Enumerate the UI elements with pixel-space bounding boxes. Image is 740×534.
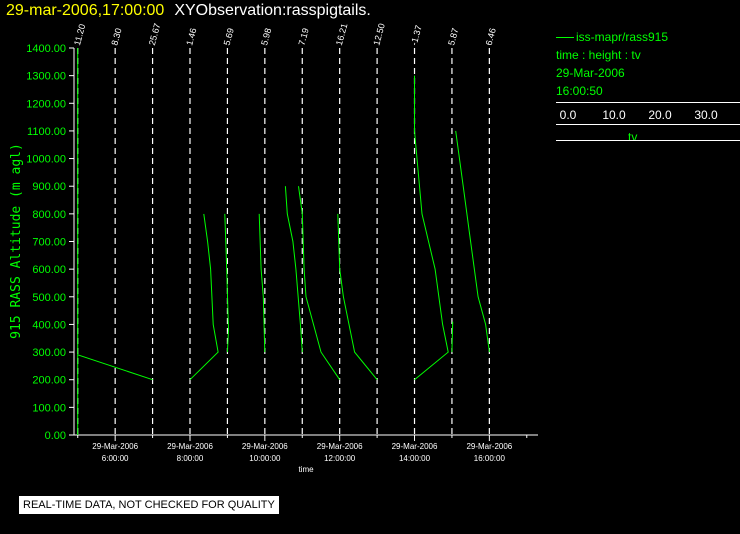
title-app: XYObservation:rasspigtails. (174, 2, 371, 19)
title-datetime: 29-mar-2006,17:00:00 (6, 2, 165, 19)
legend-divider-bottom (556, 140, 740, 141)
y-tick-label: 100.00 (32, 402, 66, 414)
x-tick-time: 14:00:00 (399, 454, 431, 463)
x-tick-time: 12:00:00 (324, 454, 356, 463)
legend-divider-top (556, 102, 740, 103)
data-trace (414, 75, 449, 381)
x-tick-time: 16:00:00 (474, 454, 506, 463)
quality-notice: REAL-TIME DATA, NOT CHECKED FOR QUALITY (19, 496, 279, 514)
y-tick-label: 700.00 (32, 237, 66, 249)
legend-series-label: iss-mapr/rass915 (576, 30, 669, 44)
profile-label: -1.37 (409, 24, 424, 46)
legend-time: 16:00:50 (556, 84, 603, 98)
y-tick-label: 300.00 (32, 347, 66, 359)
axis-labels: 11.20 8.30 25.67 1.46 5.69 5.98 7.19 16.21 12.50… (9, 22, 513, 474)
profile-lines (77, 48, 490, 435)
x-tick-time: 10:00:00 (249, 454, 281, 463)
x-axis-title: time (298, 465, 314, 474)
x-tick-time: 8:00:00 (177, 454, 204, 463)
legend-scale-tick: 0.0 (559, 108, 577, 122)
legend-line-icon (556, 37, 574, 39)
data-trace (77, 48, 153, 435)
y-tick-label: 1000.00 (26, 154, 66, 166)
profile-label: 6.46 (484, 27, 498, 47)
y-tick-label: 900.00 (32, 181, 66, 193)
profile-label: 5.69 (222, 27, 236, 47)
profile-label: 12.50 (371, 22, 386, 46)
y-tick-label: 1200.00 (26, 98, 66, 110)
profile-label: 25.67 (147, 22, 162, 46)
legend-series: iss-mapr/rass915 (556, 28, 740, 46)
legend-scale-unit: tv (628, 130, 638, 144)
y-axis-title: 915 RASS Altitude (m agl) (9, 143, 24, 339)
data-series (77, 48, 490, 435)
x-tick-date: 29-Mar-2006 (92, 442, 138, 451)
legend-date: 29-Mar-2006 (556, 66, 625, 80)
y-tick-label: 400.00 (32, 319, 66, 331)
y-tick-label: 500.00 (32, 292, 66, 304)
x-tick-date: 29-Mar-2006 (242, 442, 288, 451)
profile-label: 16.21 (334, 22, 349, 46)
data-trace (451, 321, 454, 353)
data-trace (258, 213, 266, 353)
profile-label: 5.98 (259, 27, 273, 47)
profile-label: 7.19 (297, 27, 311, 47)
y-tick-label: 1300.00 (26, 71, 66, 83)
legend-scale-line (556, 124, 740, 125)
y-tick-label: 1100.00 (27, 126, 66, 138)
data-trace (224, 213, 230, 353)
y-tick-label: 800.00 (32, 209, 66, 221)
x-tick-date: 29-Mar-2006 (466, 442, 512, 451)
y-tick-label: 0.00 (45, 430, 66, 442)
plot-title: 29-mar-2006,17:00:00 XYObservation:rasspi… (6, 2, 371, 20)
profile-label: 11.20 (72, 23, 87, 47)
profile-label: 5.87 (446, 27, 460, 47)
legend-scale-tick: 10.0 (602, 108, 626, 122)
legend-variables: time : height : tv (556, 48, 641, 62)
legend: iss-mapr/rass915 time : height : tv 29-M… (556, 28, 740, 144)
x-tick-time: 6:00:00 (102, 454, 129, 463)
x-tick-date: 29-Mar-2006 (167, 442, 213, 451)
x-tick-date: 29-Mar-2006 (317, 442, 363, 451)
data-trace (189, 213, 219, 381)
y-tick-label: 1400.00 (26, 43, 66, 55)
data-trace (455, 130, 490, 353)
data-trace (298, 186, 341, 380)
axes (69, 47, 538, 441)
profile-label: 1.46 (184, 27, 198, 47)
data-trace (284, 186, 303, 353)
x-tick-date: 29-Mar-2006 (392, 442, 438, 451)
legend-scale-tick: 20.0 (648, 108, 672, 122)
data-trace (337, 213, 378, 381)
profile-label: 8.30 (109, 27, 123, 47)
y-tick-label: 200.00 (32, 375, 66, 387)
y-tick-label: 600.00 (32, 264, 66, 276)
legend-scale-tick: 30.0 (694, 108, 718, 122)
